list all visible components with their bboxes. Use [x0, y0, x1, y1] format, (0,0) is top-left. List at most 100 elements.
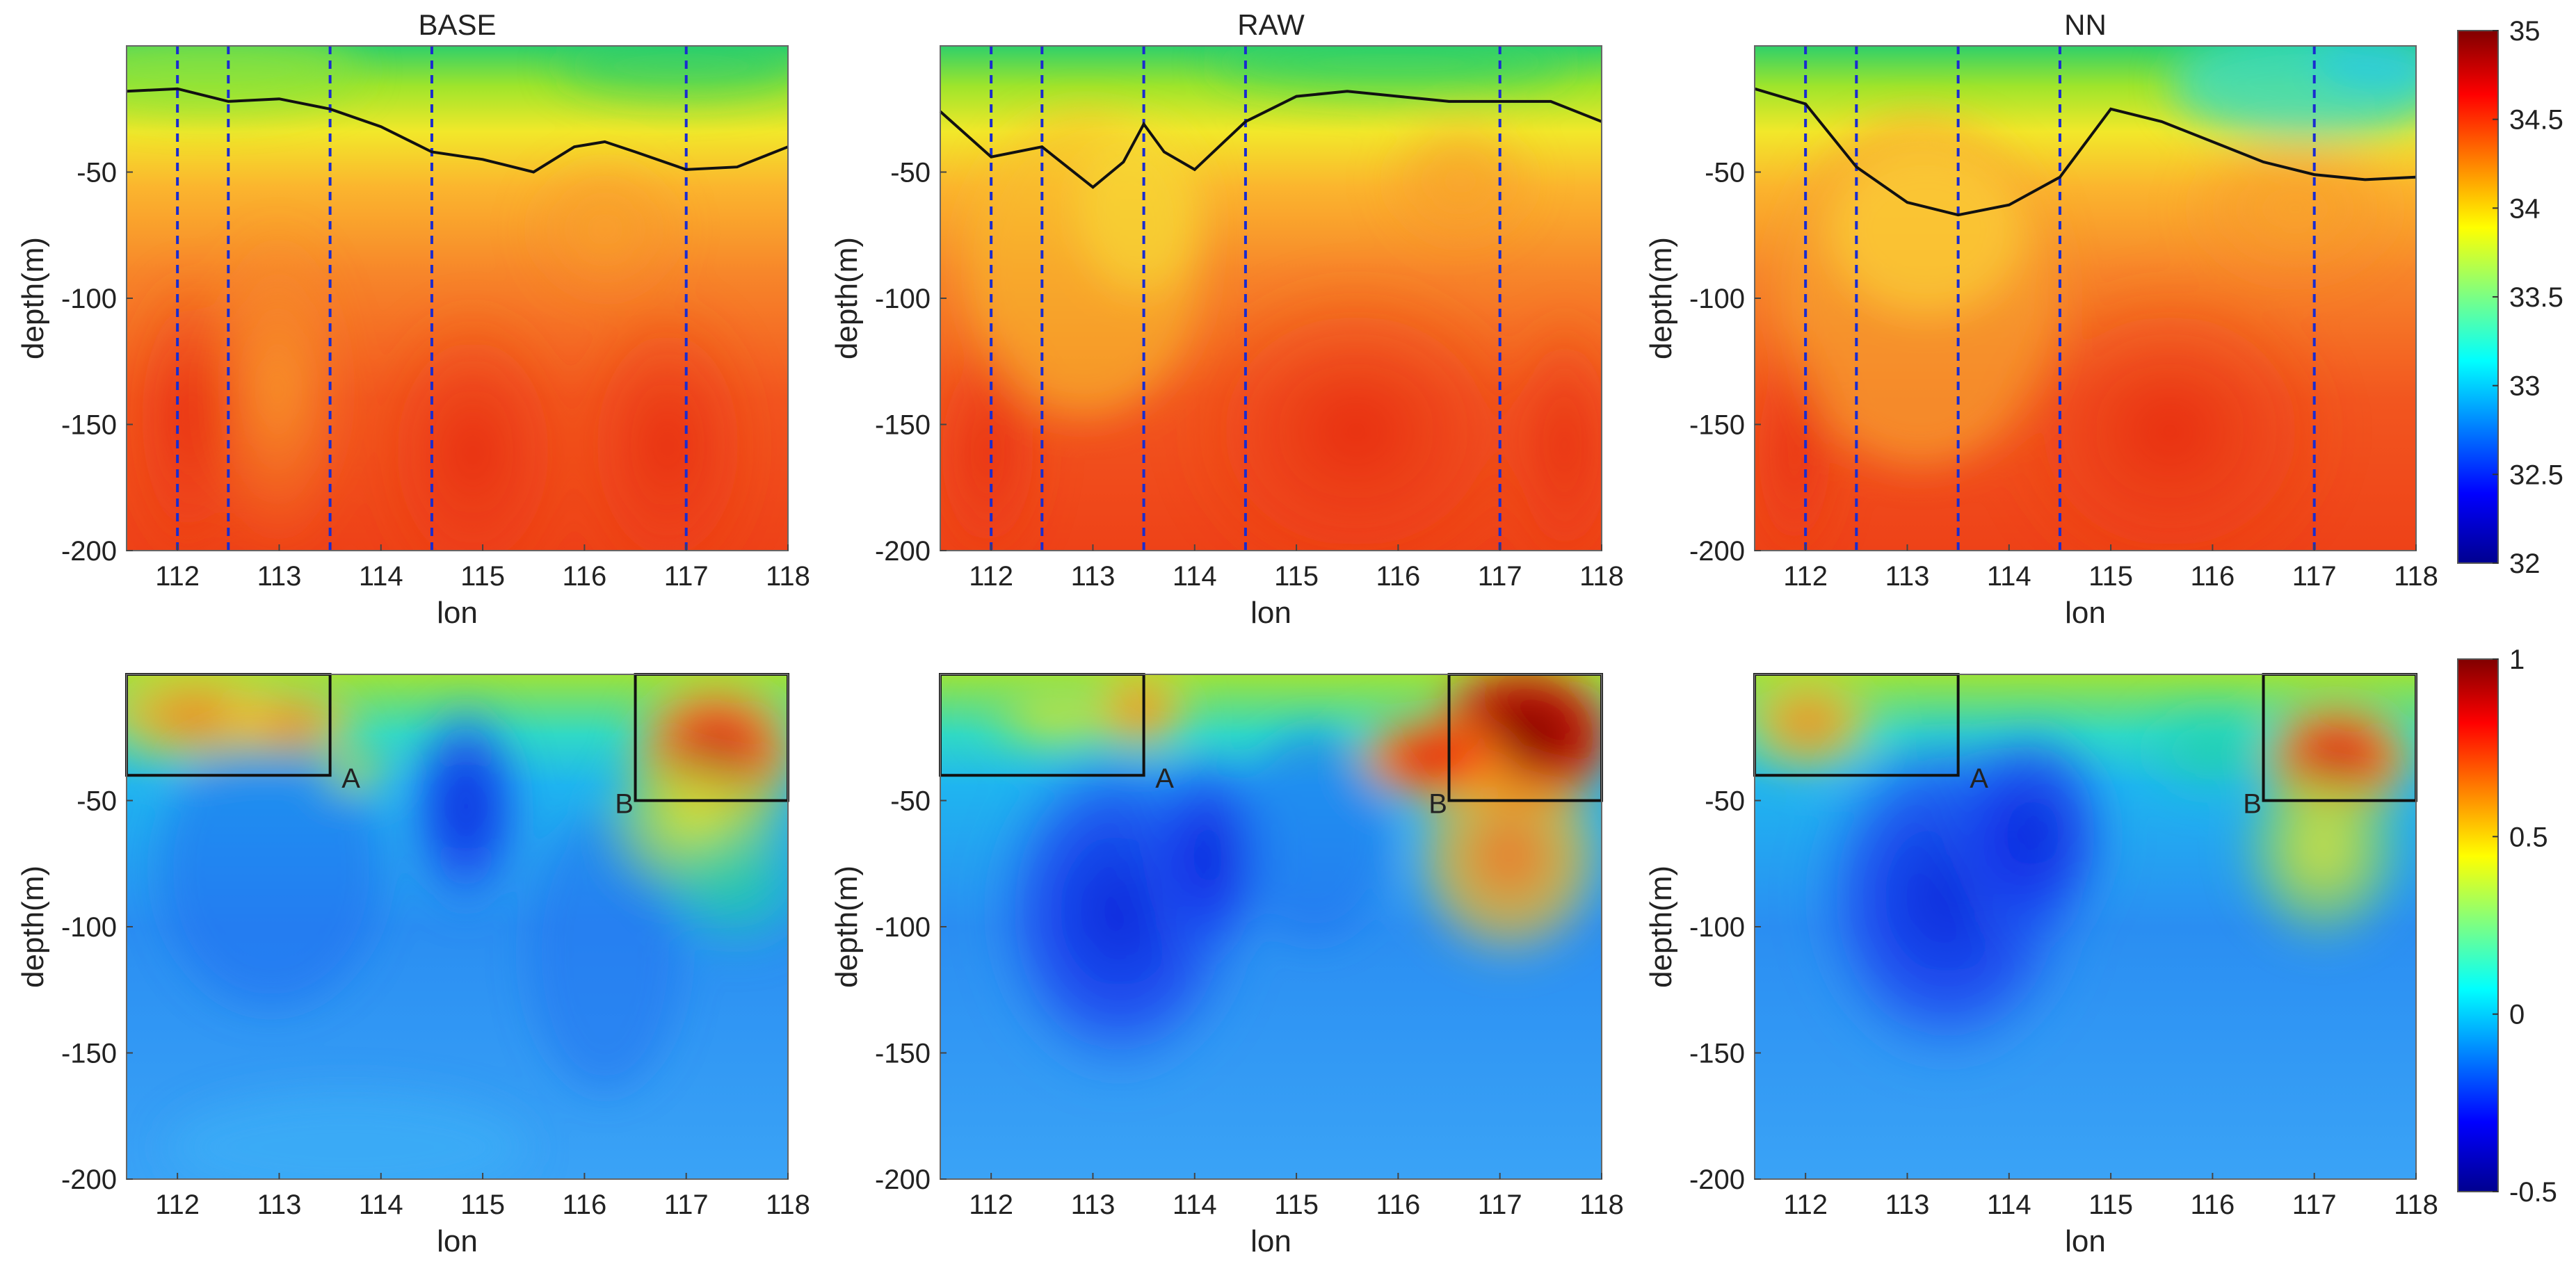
panel-nn-anomaly [1755, 674, 2416, 1179]
x-tick-label: 118 [1579, 1190, 1624, 1220]
x-tick-label: 113 [1885, 1190, 1930, 1220]
colorbar-tick-label: 33.5 [2509, 282, 2563, 313]
y-axis-label: depth(m) [16, 866, 50, 988]
x-tick-label: 117 [1478, 1190, 1522, 1220]
y-tick-label: -50 [77, 158, 117, 188]
x-tick-label: 113 [1885, 561, 1930, 592]
y-tick-label: -100 [875, 912, 931, 943]
x-tick-label: 114 [359, 561, 403, 592]
y-tick-label: -200 [1689, 1165, 1745, 1195]
x-tick-label: 116 [1376, 1190, 1420, 1220]
y-tick-label: -150 [875, 410, 931, 441]
x-tick-label: 115 [1274, 1190, 1319, 1220]
colorbar-tick-label: 0.5 [2509, 822, 2548, 852]
x-axis-label: lon [2065, 1224, 2106, 1258]
x-tick-label: 114 [1987, 561, 2031, 592]
x-tick-label: 118 [2394, 561, 2438, 592]
y-axis-label: depth(m) [1644, 866, 1678, 988]
y-tick-label: -200 [61, 1165, 117, 1195]
colorbar-tick-label: 32 [2509, 549, 2541, 579]
colorbar-tick-label: 33 [2509, 371, 2541, 402]
x-tick-label: 112 [969, 1190, 1013, 1220]
y-tick-label: -50 [1705, 786, 1745, 817]
colorbar [2457, 658, 2499, 1192]
x-tick-label: 112 [155, 561, 200, 592]
mixed-layer-line [939, 90, 1602, 189]
panel-raw-anomaly [940, 674, 1602, 1179]
colorbar-tick-label: -0.5 [2509, 1177, 2557, 1208]
y-tick-label: -50 [890, 786, 931, 817]
x-tick-label: 117 [664, 1190, 709, 1220]
x-tick-label: 116 [2190, 1190, 2235, 1220]
x-tick-label: 113 [1071, 561, 1116, 592]
y-tick-label: -150 [875, 1039, 931, 1069]
y-tick-label: -150 [1689, 410, 1745, 441]
x-axis-label: lon [437, 1224, 478, 1258]
x-axis-label: lon [1250, 1224, 1291, 1258]
colorbar-tick-label: 1 [2509, 644, 2525, 675]
overlays: BASE 112 113 114 115 116 117 118 -50 -100 -150 -200… [16, 8, 2563, 1258]
y-tick-label: -150 [1689, 1039, 1745, 1069]
x-tick-label: 112 [969, 561, 1013, 592]
x-tick-label: 118 [766, 1190, 810, 1220]
x-tick-label: 115 [1274, 561, 1319, 592]
x-tick-label: 114 [1173, 1190, 1217, 1220]
y-tick-label: -200 [875, 1165, 931, 1195]
region-label: B [615, 789, 634, 820]
x-tick-label: 118 [1579, 561, 1624, 592]
region-label: A [1970, 763, 1988, 794]
x-tick-label: 117 [2292, 1190, 2337, 1220]
region-label: B [1428, 789, 1447, 820]
y-tick-label: -150 [61, 410, 117, 441]
x-tick-label: 115 [2088, 1190, 2133, 1220]
x-tick-label: 113 [1071, 1190, 1116, 1220]
panel-raw-salinity [940, 46, 1602, 551]
y-tick-label: -100 [61, 284, 117, 314]
x-tick-label: 118 [766, 561, 810, 592]
x-tick-label: 118 [2394, 1190, 2438, 1220]
x-tick-label: 117 [2292, 561, 2337, 592]
panel-base-salinity [127, 46, 788, 551]
y-tick-label: -100 [875, 284, 931, 314]
y-axis-label: depth(m) [830, 866, 864, 988]
x-tick-label: 112 [155, 1190, 200, 1220]
colorbar-tick-label: 32.5 [2509, 460, 2563, 490]
y-axis-label: depth(m) [16, 237, 50, 359]
x-tick-label: 112 [1783, 1190, 1828, 1220]
mixed-layer-line [1754, 87, 2417, 217]
y-tick-label: -50 [1705, 158, 1745, 188]
x-tick-label: 114 [1987, 1190, 2031, 1220]
x-tick-label: 113 [257, 561, 302, 592]
y-tick-label: -100 [1689, 284, 1745, 314]
panel-title: RAW [1237, 8, 1305, 41]
mixed-layer-line [126, 87, 789, 174]
x-axis-label: lon [2065, 596, 2106, 630]
x-tick-label: 112 [1783, 561, 1828, 592]
panel-title: NN [2064, 8, 2107, 41]
x-tick-label: 115 [2088, 561, 2133, 592]
x-axis-label: lon [437, 596, 478, 630]
y-tick-label: -50 [890, 158, 931, 188]
y-tick-label: -100 [61, 912, 117, 943]
x-tick-label: 115 [460, 1190, 505, 1220]
x-tick-label: 116 [562, 1190, 606, 1220]
y-tick-label: -50 [77, 786, 117, 817]
region-label: A [341, 763, 360, 794]
region-label: A [1155, 763, 1174, 794]
y-axis-label: depth(m) [1644, 237, 1678, 359]
x-tick-label: 117 [664, 561, 709, 592]
y-tick-label: -100 [1689, 912, 1745, 943]
y-tick-label: -200 [61, 536, 117, 567]
region-label: B [2243, 789, 2262, 820]
colorbar [2457, 30, 2499, 564]
y-tick-label: -200 [1689, 536, 1745, 567]
y-tick-label: -200 [875, 536, 931, 567]
x-tick-label: 114 [1173, 561, 1217, 592]
y-axis-label: depth(m) [830, 237, 864, 359]
x-tick-label: 113 [257, 1190, 302, 1220]
colorbar-tick-label: 34.5 [2509, 105, 2563, 136]
y-tick-label: -150 [61, 1039, 117, 1069]
colorbar-tick-label: 0 [2509, 1000, 2525, 1030]
colorbar-tick-label: 35 [2509, 16, 2541, 47]
